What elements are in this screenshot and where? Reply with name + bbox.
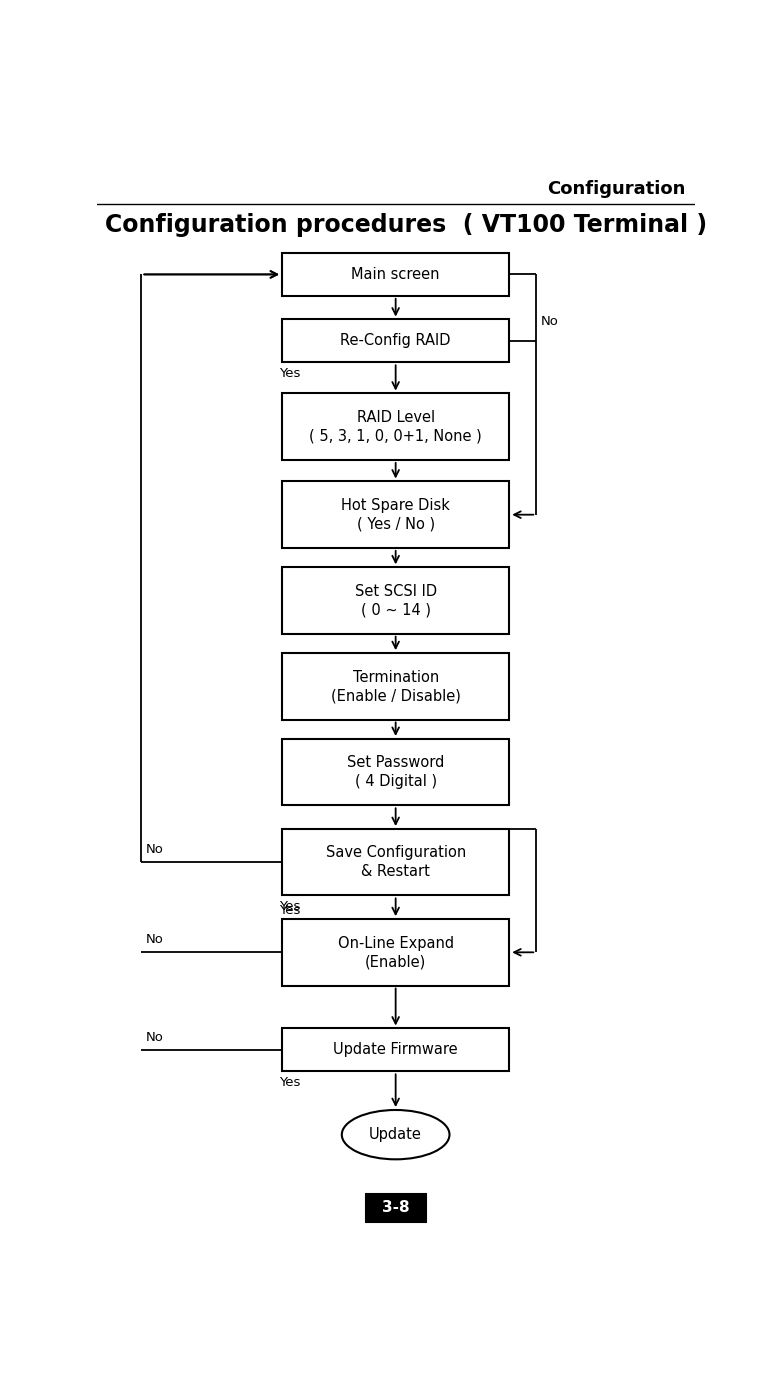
Bar	[282, 1028, 510, 1071]
Text: RAID Level
( 5, 3, 1, 0, 0+1, None ): RAID Level ( 5, 3, 1, 0, 0+1, None )	[310, 410, 482, 443]
Text: Save Configuration
& Restart: Save Configuration & Restart	[326, 846, 466, 879]
Bar	[282, 482, 510, 547]
Text: Set Password
( 4 Digital ): Set Password ( 4 Digital )	[347, 755, 445, 788]
Bar	[282, 567, 510, 634]
Bar	[282, 919, 510, 986]
Text: Update: Update	[369, 1127, 422, 1142]
Bar	[282, 254, 510, 295]
Text: Termination
(Enable / Disable): Termination (Enable / Disable)	[330, 670, 461, 703]
Text: On-Line Expand
(Enable): On-Line Expand (Enable)	[337, 936, 454, 970]
Text: Yes: Yes	[279, 366, 300, 380]
Bar	[282, 829, 510, 896]
Text: Set SCSI ID
( 0 ~ 14 ): Set SCSI ID ( 0 ~ 14 )	[354, 584, 437, 617]
Bar	[282, 393, 510, 460]
Text: Main screen: Main screen	[351, 267, 440, 281]
Text: Configuration procedures  ( VT100 Terminal ): Configuration procedures ( VT100 Termina…	[106, 213, 708, 237]
Text: No: No	[146, 1031, 164, 1043]
Ellipse shape	[342, 1110, 449, 1159]
Text: No: No	[146, 933, 164, 946]
Text: Update Firmware: Update Firmware	[334, 1042, 458, 1057]
Text: No: No	[541, 315, 559, 329]
Text: Hot Spare Disk
( Yes / No ): Hot Spare Disk ( Yes / No )	[341, 497, 450, 532]
Text: Yes: Yes	[279, 904, 300, 917]
Text: Configuration: Configuration	[547, 180, 686, 198]
Text: No: No	[146, 843, 164, 855]
Bar	[282, 738, 510, 805]
Bar	[282, 319, 510, 362]
Text: Yes: Yes	[279, 900, 300, 912]
Bar	[282, 653, 510, 720]
Bar	[366, 1194, 425, 1222]
Text: Re-Config RAID: Re-Config RAID	[340, 333, 451, 348]
Text: Yes: Yes	[279, 1075, 300, 1088]
Text: 3-8: 3-8	[382, 1201, 409, 1215]
